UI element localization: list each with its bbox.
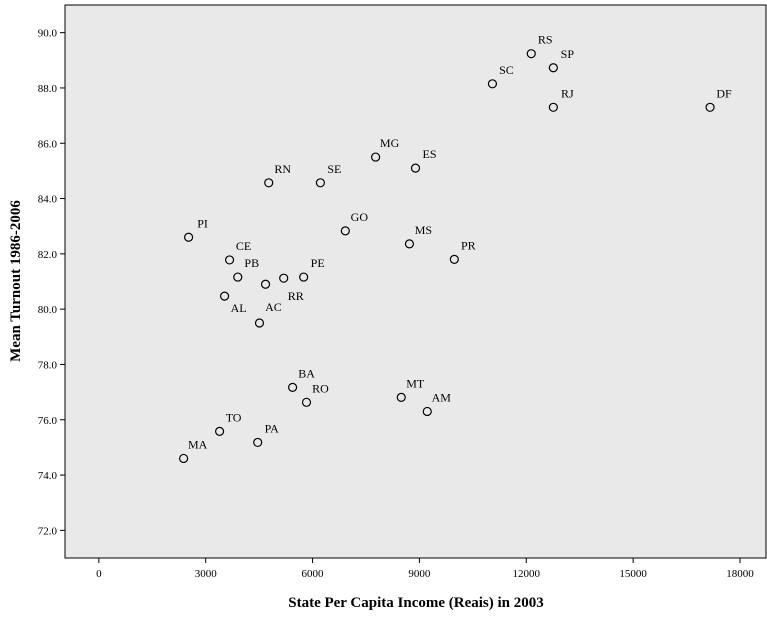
point	[422, 406, 432, 417]
point	[279, 273, 289, 283]
point	[260, 279, 271, 289]
point-label: AC	[265, 300, 282, 314]
x-tick-label: 9000	[408, 568, 431, 580]
point	[264, 178, 274, 188]
x-tick-label: 15000	[619, 568, 647, 580]
y-tick-label: 72.0	[38, 525, 58, 537]
point	[288, 382, 298, 392]
point	[410, 163, 421, 173]
point-label: RO	[312, 381, 329, 395]
point	[526, 49, 536, 59]
point-label: MS	[415, 223, 432, 237]
point	[449, 254, 459, 264]
point-label: AL	[231, 301, 247, 315]
x-tick-label: 6000	[302, 568, 325, 580]
point	[315, 178, 325, 188]
point-label: RS	[538, 33, 553, 47]
y-tick-label: 86.0	[38, 138, 58, 150]
point	[233, 272, 243, 282]
y-tick-label: 78.0	[38, 359, 58, 371]
point-label: PB	[244, 256, 259, 270]
point-label: MT	[406, 376, 425, 390]
point-label: GO	[351, 210, 369, 224]
point-label: SE	[327, 162, 341, 176]
y-axis-label: Mean Turnout 1986-2006	[8, 200, 24, 362]
point	[224, 255, 235, 265]
point-label: RR	[288, 289, 304, 303]
x-tick-label: 12000	[513, 568, 541, 580]
x-tick-label: 18000	[726, 568, 754, 580]
point-label: PR	[461, 238, 476, 252]
point-label: PA	[265, 421, 280, 435]
point-label: SP	[561, 47, 575, 61]
point-label: DF	[716, 86, 732, 100]
point	[548, 102, 558, 112]
point-label: RN	[274, 162, 291, 176]
point-label: TO	[226, 410, 242, 424]
point	[548, 63, 558, 73]
point	[254, 318, 265, 328]
plot-area	[64, 4, 767, 559]
point-label: MG	[380, 136, 400, 150]
point	[371, 152, 381, 162]
y-tick-label: 82.0	[38, 249, 58, 261]
point	[299, 272, 309, 282]
point-label: BA	[298, 366, 315, 380]
point-label: SC	[499, 63, 514, 77]
x-axis-label: State Per Capita Income (Reais) in 2003	[288, 595, 544, 611]
x-tick-label: 0	[96, 568, 102, 580]
point-label: ES	[422, 147, 436, 161]
point	[404, 239, 415, 249]
point	[705, 102, 715, 112]
point	[301, 397, 312, 407]
x-tick-label: 3000	[195, 568, 218, 580]
point	[487, 79, 498, 89]
y-tick-label: 76.0	[38, 415, 58, 427]
point	[179, 453, 189, 464]
y-tick-label: 88.0	[38, 83, 58, 95]
point	[214, 426, 225, 436]
point	[184, 232, 194, 242]
point-label: AM	[432, 390, 452, 404]
y-tick-label: 84.0	[38, 194, 58, 206]
point-label: PI	[197, 216, 208, 230]
point	[396, 392, 406, 402]
point	[219, 291, 230, 301]
point-label: MA	[188, 437, 208, 451]
y-tick-label: 90.0	[38, 28, 58, 40]
point-label: PE	[311, 256, 325, 270]
point-label: RJ	[561, 86, 574, 100]
point-label: CE	[236, 239, 251, 253]
y-tick-label: 74.0	[38, 470, 58, 482]
point	[340, 226, 350, 236]
point	[253, 437, 263, 448]
y-tick-label: 80.0	[38, 304, 58, 316]
